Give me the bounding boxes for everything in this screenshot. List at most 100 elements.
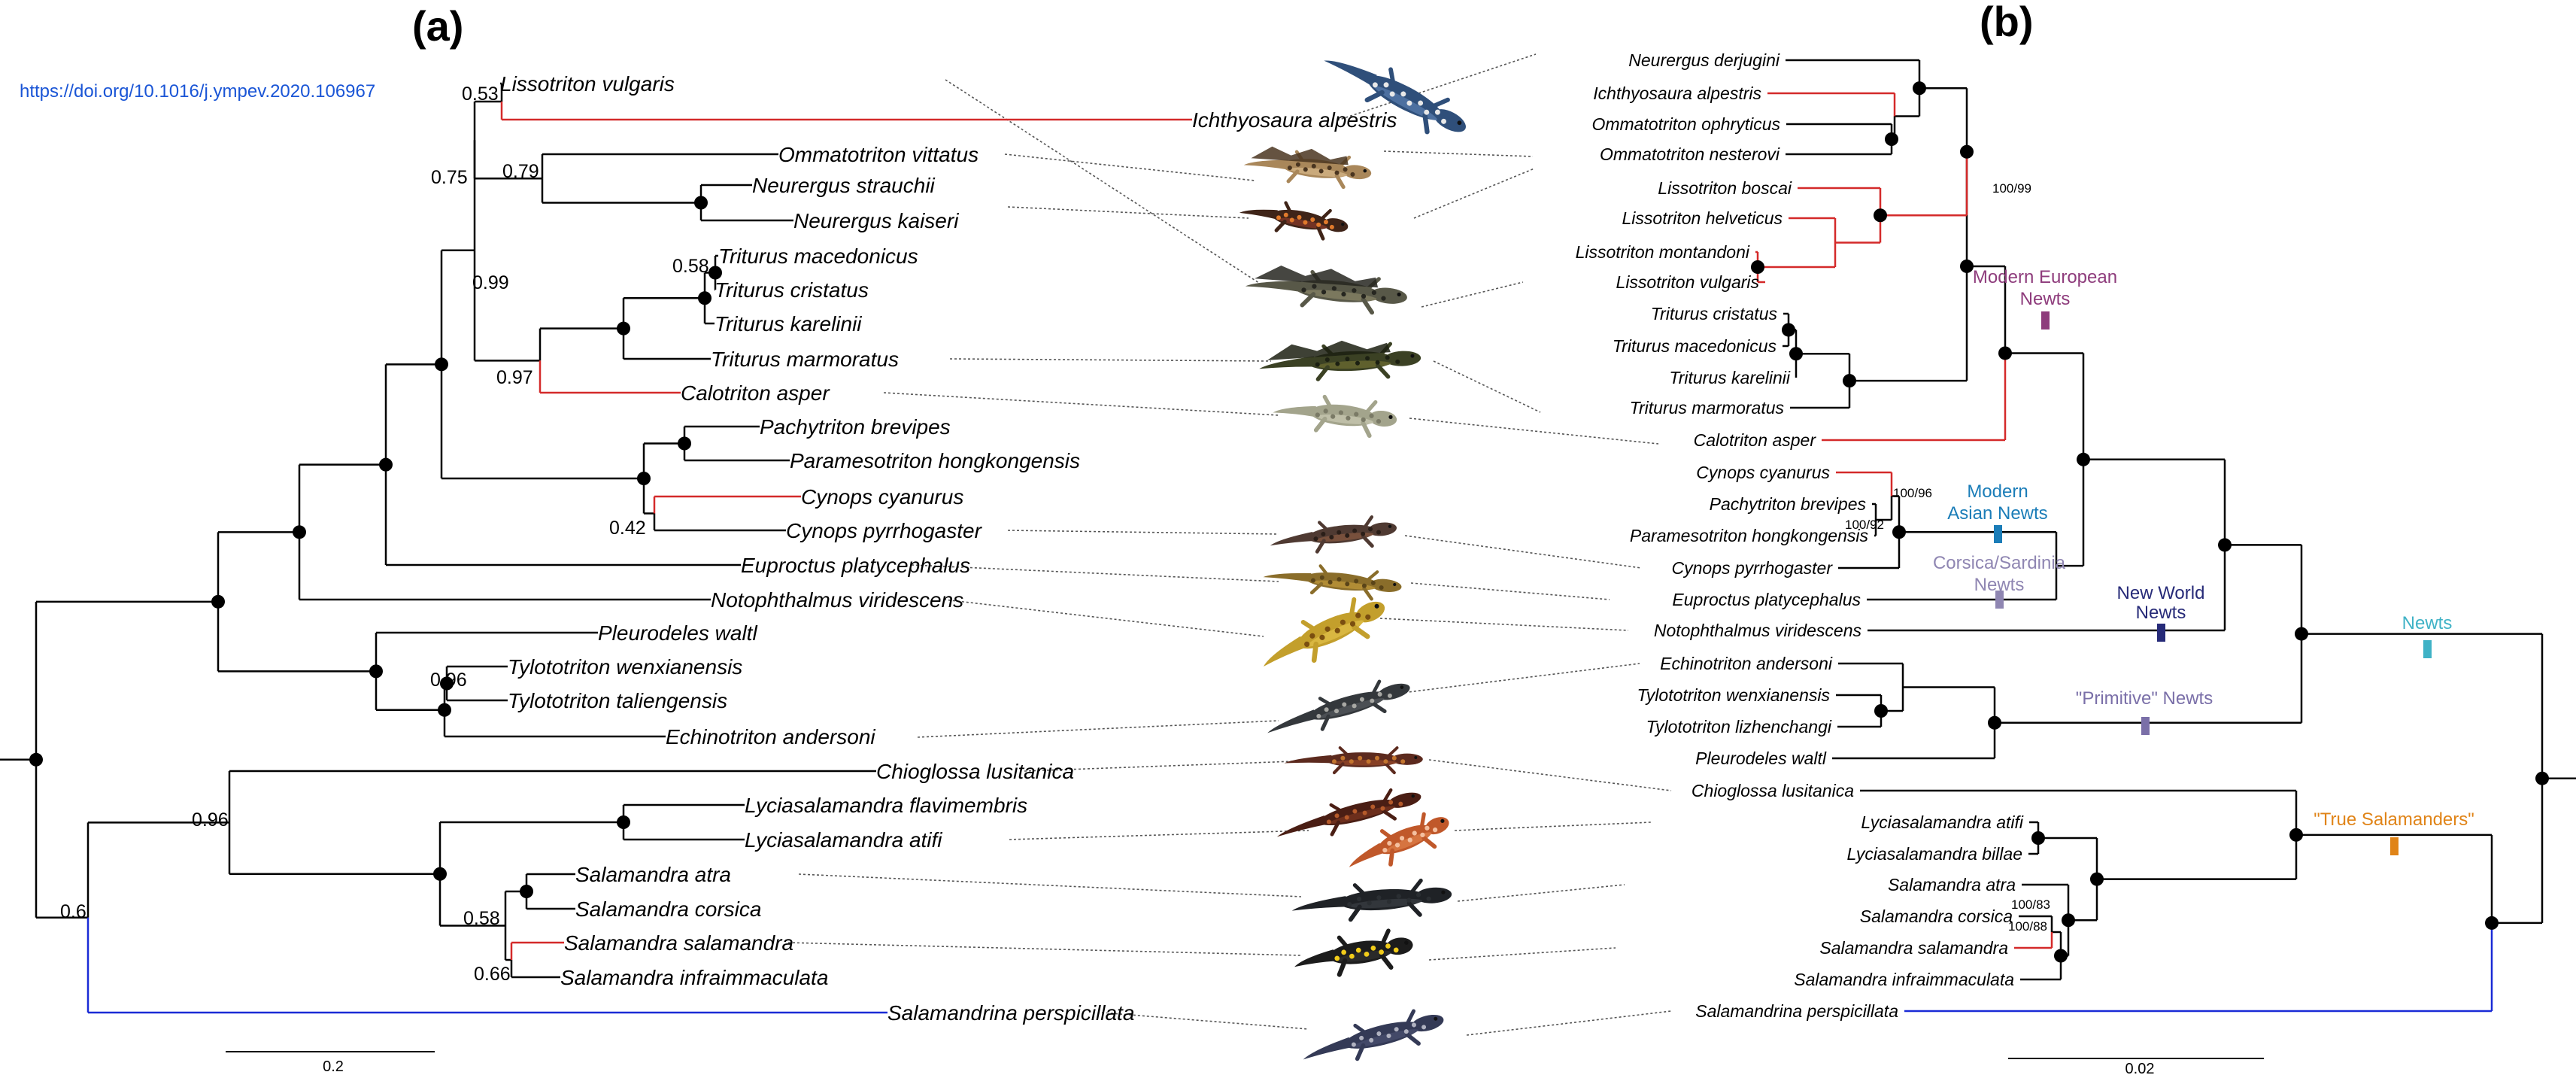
support-value-a: 0.58 — [463, 908, 500, 929]
node-dot — [520, 885, 533, 898]
taxon-label-b-salamandra-infraimmaculata: Salamandra infraimmaculata — [1794, 970, 2014, 989]
taxon-label-a-neurergus-strauchii: Neurergus strauchii — [752, 174, 936, 197]
connector-line — [1009, 830, 1309, 840]
taxon-label-b-lissotriton-boscai: Lissotriton boscai — [1658, 178, 1792, 198]
taxon-label-a-lissotriton-vulgaris: Lissotriton vulgaris — [500, 72, 675, 96]
connector-line — [1413, 168, 1535, 219]
node-dot — [2077, 452, 2090, 466]
node-dot — [1751, 260, 1764, 274]
connector-line — [1007, 206, 1249, 219]
node-dot — [678, 436, 691, 451]
taxon-label-a-salamandra-corsica: Salamandra corsica — [575, 897, 761, 921]
group-marker — [1994, 525, 2002, 543]
connector-line — [1410, 582, 1610, 600]
node-dot — [369, 664, 383, 679]
node-dot — [2295, 627, 2308, 641]
support-value-b: 100/88 — [2008, 919, 2047, 934]
group-marker — [2041, 311, 2050, 329]
group-label-line2: Newts — [2136, 603, 2186, 623]
group-label-line2: Asian Newts — [1947, 503, 2047, 524]
newt-illustration — [1294, 928, 1413, 977]
taxon-label-b-ommatotriton-ophryticus: Ommatotriton ophryticus — [1591, 114, 1780, 134]
taxon-label-b-pleurodeles-waltl: Pleurodeles waltl — [1695, 749, 1827, 768]
connector-line — [1421, 281, 1524, 308]
taxon-label-a-tylototriton-wenxianensis: Tylototriton wenxianensis — [508, 655, 742, 679]
group-label-newts: Newts — [2402, 613, 2453, 633]
scale-label-a: 0.2 — [323, 1058, 344, 1075]
support-value-a: 0.6 — [60, 901, 86, 922]
taxon-label-b-cynops-cyanurus: Cynops cyanurus — [1696, 463, 1830, 482]
group-label-line2: Newts — [2020, 289, 2071, 309]
taxon-label-b-euproctus-platycephalus: Euproctus platycephalus — [1672, 590, 1861, 609]
node-dot — [29, 752, 43, 767]
taxon-label-a-cynops-pyrrhogaster: Cynops pyrrhogaster — [786, 519, 983, 542]
newt-illustration — [1259, 340, 1422, 381]
taxon-label-b-lyciasalamandra-atifi: Lyciasalamandra atifi — [1861, 812, 2024, 832]
newt-illustration — [1243, 146, 1372, 190]
doi-link[interactable]: https://doi.org/10.1016/j.ympev.2020.106… — [20, 81, 376, 102]
taxon-label-a-cynops-cyanurus: Cynops cyanurus — [801, 485, 963, 509]
taxon-label-b-salamandrina-perspicillata: Salamandrina perspicillata — [1695, 1001, 1898, 1021]
taxon-label-a-paramesotriton-hongkongensis: Paramesotriton hongkongensis — [790, 449, 1080, 472]
salamander-illustration — [1303, 1009, 1444, 1061]
node-dot — [2090, 872, 2104, 886]
connector-line — [798, 873, 1302, 897]
salamander-illustration — [1267, 679, 1410, 733]
node-dot — [2289, 828, 2303, 842]
node-dot — [694, 196, 708, 210]
connector-line — [1404, 535, 1642, 569]
scale-label-b: 0.02 — [2125, 1061, 2155, 1075]
connector-line — [1457, 884, 1625, 902]
group-marker — [2390, 837, 2399, 855]
newt-illustration — [1273, 394, 1397, 439]
support-value-b: 100/92 — [1845, 518, 1884, 532]
support-value-b: 100/96 — [1893, 486, 1932, 500]
taxon-label-b-lyciasalamandra-billae: Lyciasalamandra billae — [1846, 844, 2022, 864]
taxon-label-a-chioglossa-lusitanica: Chioglossa lusitanica — [876, 760, 1074, 783]
support-value-a: 0.75 — [431, 167, 468, 188]
taxon-label-b-cynops-pyrrhogaster: Cynops pyrrhogaster — [1672, 558, 1834, 578]
group-marker — [2423, 640, 2432, 658]
node-dot — [435, 357, 448, 372]
panel-label-b: (b) — [1980, 0, 2034, 45]
group-label-modern-european: Modern European — [1973, 267, 2117, 287]
group-label-corsica-sardinia: Corsica/Sardinia — [1933, 553, 2066, 573]
taxon-label-b-lissotriton-montandoni: Lissotriton montandoni — [1576, 242, 1750, 262]
taxon-label-a-lyciasalamandra-atifi: Lyciasalamandra atifi — [745, 828, 942, 852]
animal-illustrations — [1239, 60, 1466, 1061]
taxon-label-a-lyciasalamandra-flavimembris: Lyciasalamandra flavimembris — [745, 794, 1027, 817]
newt-illustration — [1276, 788, 1422, 837]
newt-illustration — [1284, 746, 1423, 775]
node-dot — [379, 457, 393, 472]
taxon-label-a-notophthalmus-viridescens: Notophthalmus viridescens — [711, 588, 963, 612]
support-value-a: 0.42 — [609, 518, 646, 539]
connector-line — [943, 599, 1264, 637]
panel-label-a: (a) — [412, 2, 464, 50]
taxon-label-b-paramesotriton-hongkongensis: Paramesotriton hongkongensis — [1630, 526, 1869, 545]
connector-line — [883, 392, 1279, 416]
newt-illustration — [1291, 878, 1452, 922]
group-marker — [1995, 591, 2004, 609]
taxon-label-b-lissotriton-helveticus: Lissotriton helveticus — [1622, 208, 1783, 228]
salamander-illustration — [1349, 812, 1449, 867]
taxon-label-a-salamandra-salamandra: Salamandra salamandra — [564, 931, 793, 955]
node-dot — [1885, 132, 1898, 146]
node-dot — [2218, 538, 2232, 552]
node-dot — [708, 266, 722, 280]
support-value-b: 100/83 — [2011, 897, 2050, 912]
group-marker — [2157, 624, 2165, 642]
salamander-illustration — [1324, 60, 1466, 135]
newt-illustration — [1263, 597, 1385, 667]
taxon-label-b-pachytriton-brevipes: Pachytriton brevipes — [1710, 494, 1867, 514]
taxon-label-a-neurergus-kaiseri: Neurergus kaiseri — [793, 209, 959, 232]
taxon-label-a-triturus-marmoratus: Triturus marmoratus — [711, 348, 899, 371]
connector-line — [1433, 360, 1541, 413]
group-marker — [2141, 717, 2150, 735]
taxon-label-a-tylototriton-taliengensis: Tylototriton taliengensis — [508, 689, 727, 712]
node-dot — [433, 867, 447, 881]
taxon-label-b-tylototriton-wenxianensis: Tylototriton wenxianensis — [1637, 685, 1830, 705]
taxon-label-b-triturus-marmoratus: Triturus marmoratus — [1630, 398, 1785, 418]
tree-a: Lissotriton vulgaris Ichthyosaura alpestr… — [0, 72, 1397, 1025]
